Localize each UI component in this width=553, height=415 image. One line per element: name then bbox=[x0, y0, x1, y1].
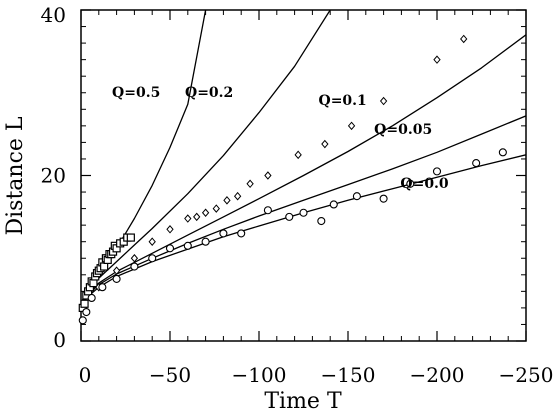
square-marker bbox=[89, 278, 98, 288]
circle-marker bbox=[285, 212, 294, 221]
diamond-marker bbox=[246, 179, 254, 189]
curve-label: Q=0.0 bbox=[400, 176, 449, 192]
y-tick-label: 40 bbox=[41, 3, 66, 27]
circle-marker bbox=[130, 262, 139, 271]
square-marker bbox=[100, 262, 109, 271]
square-marker bbox=[126, 233, 135, 242]
circle-marker bbox=[165, 244, 175, 253]
diamond-marker bbox=[148, 237, 156, 246]
curve-label: Q=0.5 bbox=[112, 85, 160, 101]
diamond-marker bbox=[294, 150, 302, 160]
square-marker bbox=[80, 299, 89, 308]
diamond-marker bbox=[201, 208, 210, 218]
circle-marker bbox=[112, 274, 121, 283]
circle-marker bbox=[406, 179, 415, 188]
x-tick-label: −250 bbox=[499, 363, 553, 387]
diamond-marker bbox=[166, 225, 174, 234]
circle-marker bbox=[317, 216, 326, 226]
y-tick-label: 0 bbox=[53, 328, 66, 352]
x-tick-label: −50 bbox=[149, 363, 191, 387]
circle-marker bbox=[379, 194, 388, 203]
circle-marker bbox=[498, 148, 507, 157]
circle-marker bbox=[352, 192, 361, 201]
diamond-marker bbox=[193, 212, 201, 222]
curve-label: Q=0.2 bbox=[185, 85, 233, 101]
diamond-marker bbox=[433, 55, 441, 64]
diamond-marker bbox=[460, 34, 468, 44]
circle-marker bbox=[263, 206, 272, 215]
circle-marker bbox=[87, 293, 96, 303]
curve-label: Q=0.05 bbox=[374, 122, 432, 138]
circle-marker bbox=[472, 159, 481, 168]
axis-ticks bbox=[80, 9, 527, 342]
y-tick-label: 20 bbox=[41, 164, 66, 188]
circle-marker bbox=[148, 254, 157, 263]
circle-marker bbox=[201, 237, 210, 246]
diamond-marker bbox=[233, 191, 242, 201]
circle-marker bbox=[82, 307, 91, 317]
curve-label: Q=0.1 bbox=[319, 93, 367, 109]
circle-marker bbox=[329, 200, 338, 209]
tick-labels: 0 −50 −100 −150 −200 −250 0 20 40 bbox=[41, 3, 553, 387]
model-curves bbox=[81, 10, 526, 310]
x-tick-label: −200 bbox=[410, 363, 465, 387]
y-axis-label: Distance L bbox=[3, 116, 28, 235]
diamond-marker bbox=[347, 121, 356, 131]
circle-marker bbox=[78, 316, 87, 325]
x-tick-label: −100 bbox=[232, 363, 287, 387]
x-tick-label: 0 bbox=[79, 363, 92, 387]
diamond-marker bbox=[130, 253, 139, 263]
data-markers bbox=[78, 34, 507, 325]
curve-q-0-2 bbox=[81, 10, 331, 309]
diamond-marker bbox=[379, 96, 388, 106]
curve-labels: Q=0.5 Q=0.2 Q=0.1 Q=0.05 Q=0.0 bbox=[112, 85, 449, 192]
diamond-marker bbox=[223, 196, 231, 205]
x-tick-label: −150 bbox=[321, 363, 376, 387]
circle-marker bbox=[237, 229, 246, 238]
diamond-marker bbox=[212, 204, 220, 213]
x-axis-label: Time T bbox=[264, 389, 342, 414]
diamond-marker bbox=[264, 171, 272, 180]
circle-marker bbox=[432, 167, 442, 176]
circle-marker bbox=[219, 229, 228, 238]
circle-marker bbox=[299, 208, 308, 217]
circle-marker bbox=[98, 283, 107, 292]
diamond-marker bbox=[112, 266, 121, 275]
diamond-marker bbox=[321, 139, 329, 149]
circle-marker bbox=[183, 241, 192, 250]
diamond-marker bbox=[184, 214, 192, 223]
